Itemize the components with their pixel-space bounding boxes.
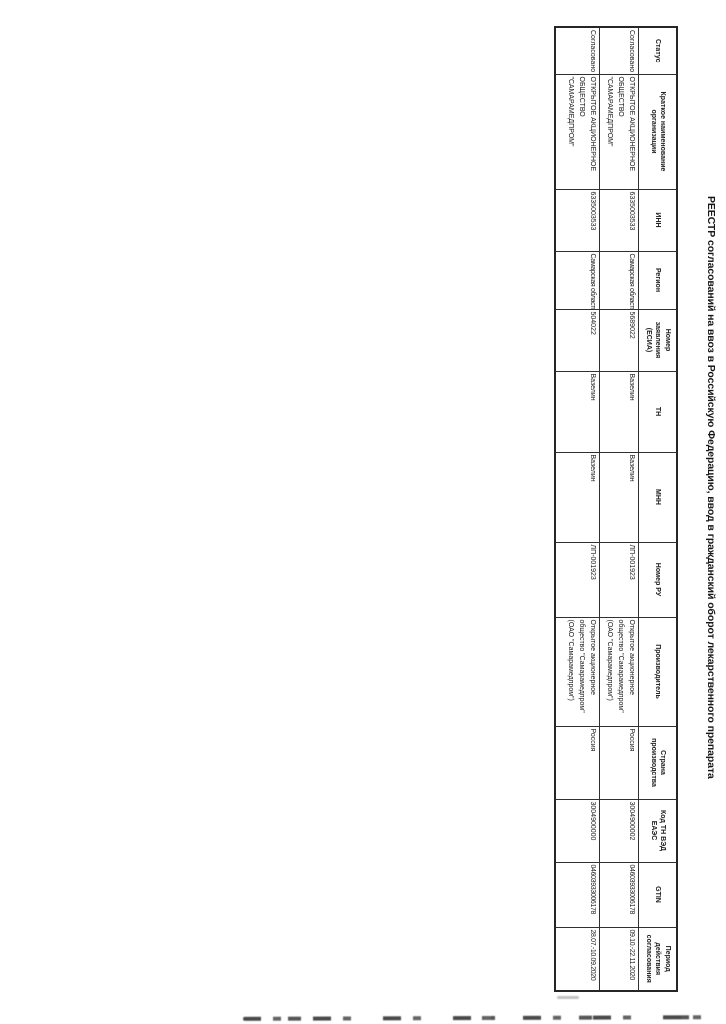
table-row: Согласовано ОТКРЫТОЕ АКЦИОНЕРНОЕ ОБЩЕСТВ…	[555, 27, 600, 991]
cell-manufacturer: Открытое акционерное общество "Самарамед…	[555, 617, 600, 726]
cell-application-number: 5689022	[600, 309, 639, 371]
header-row: Статус Краткое наименование организации …	[639, 27, 677, 991]
cell-validity-period: 28.07.-10.09.2020	[555, 927, 600, 991]
cell-mnn: Вазелин	[600, 452, 639, 542]
cell-gtin: 04603933006178	[600, 862, 639, 927]
cell-org-name: ОТКРЫТОЕ АКЦИОНЕРНОЕ ОБЩЕСТВО "САМАРАМЕД…	[600, 74, 639, 189]
cell-country: Россия	[600, 726, 639, 799]
cell-org-name: ОТКРЫТОЕ АКЦИОНЕРНОЕ ОБЩЕСТВО "САМАРАМЕД…	[555, 74, 600, 189]
scanned-page: РЕЕСТР согласований на ввоз в Российскую…	[554, 26, 718, 992]
col-header-application-number: Номер заявления (ЕСИА)	[639, 309, 677, 371]
cell-application-number: 504022	[555, 309, 600, 371]
cell-inn: 6335003533	[555, 189, 600, 251]
col-header-country: Страна производства	[639, 726, 677, 799]
cell-inn: 6335003533	[600, 189, 639, 251]
col-header-region: Регион	[639, 251, 677, 309]
col-header-manufacturer: Производитель	[639, 617, 677, 726]
col-header-tn: ТН	[639, 371, 677, 452]
cell-validity-period: 09.10.-22.11.2020	[600, 927, 639, 991]
col-header-ru-number: Номер РУ	[639, 542, 677, 617]
cell-ru-number: ЛП-001923	[600, 542, 639, 617]
scan-artifact-smudge	[557, 996, 579, 999]
col-header-tnved-code: Код ТН ВЭД ЕАЭС	[639, 799, 677, 862]
cell-manufacturer: Открытое акционерное общество "Самарамед…	[600, 617, 639, 726]
cell-region: Самарская область	[600, 251, 639, 309]
cell-ru-number: ЛП-001923	[555, 542, 600, 617]
cell-region: Самарская область	[555, 251, 600, 309]
cell-tn: Вазелин	[600, 371, 639, 452]
cell-tnved-code: 3004900000	[555, 799, 600, 862]
cell-tn: Вазелин	[555, 371, 600, 452]
cell-tnved-code: 3004900002	[600, 799, 639, 862]
table-row: Согласовано ОТКРЫТОЕ АКЦИОНЕРНОЕ ОБЩЕСТВ…	[600, 27, 639, 991]
cell-country: Россия	[555, 726, 600, 799]
col-header-mnn: МНН	[639, 452, 677, 542]
col-header-inn: ИНН	[639, 189, 677, 251]
col-header-status: Статус	[639, 27, 677, 74]
col-header-validity-period: Период действия согласования	[639, 927, 677, 991]
cell-status: Согласовано	[555, 27, 600, 74]
cell-gtin: 04603933006178	[555, 862, 600, 927]
document-title: РЕЕСТР согласований на ввоз в Российскую…	[705, 196, 717, 779]
registry-table: Статус Краткое наименование организации …	[554, 26, 678, 992]
scan-artifact-line	[242, 1015, 724, 1021]
cell-status: Согласовано	[600, 27, 639, 74]
cell-mnn: Вазелин	[555, 452, 600, 542]
col-header-org-name: Краткое наименование организации	[639, 74, 677, 189]
col-header-gtin: GTIN	[639, 862, 677, 927]
